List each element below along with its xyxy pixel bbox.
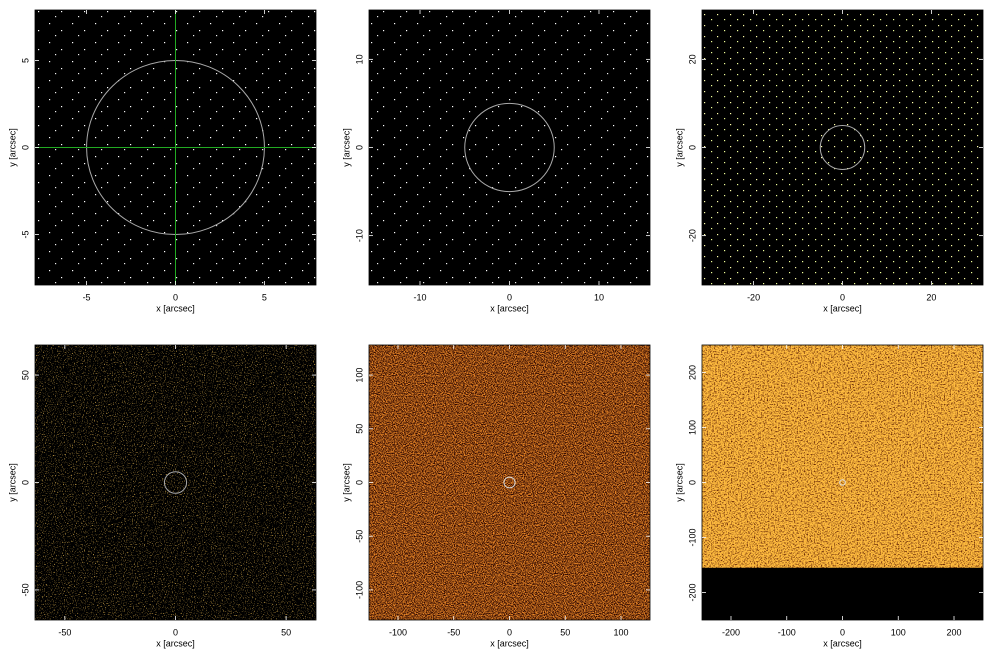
y-tick-label: 10 <box>354 54 364 64</box>
x-tick-label: -50 <box>447 627 460 637</box>
y-axis-label: y [arcsec] <box>7 128 17 167</box>
region-circle <box>503 476 516 489</box>
y-tick-label: -10 <box>354 229 364 242</box>
y-tick-label: 0 <box>687 145 697 150</box>
y-tick-label: -5 <box>20 231 30 239</box>
x-tick-label: 100 <box>891 627 906 637</box>
y-tick-label: -100 <box>354 581 364 599</box>
x-tick-label: 200 <box>946 627 961 637</box>
y-tick-label: 0 <box>20 145 30 150</box>
x-axis-label: x [arcsec] <box>490 638 529 648</box>
region-circle <box>163 471 188 494</box>
y-tick-label: 0 <box>20 480 30 485</box>
y-tick-label: -50 <box>354 530 364 543</box>
x-tick-label: 0 <box>507 627 512 637</box>
x-tick-label: -50 <box>58 627 71 637</box>
image-noise <box>369 345 650 620</box>
y-axis-label: y [arcsec] <box>341 463 351 502</box>
x-tick-label: 0 <box>173 627 178 637</box>
x-tick-label: 20 <box>926 292 936 302</box>
y-axis-label: y [arcsec] <box>341 128 351 167</box>
y-tick-label: 50 <box>20 370 30 380</box>
x-tick-label: -10 <box>414 292 427 302</box>
region-circle <box>464 102 555 193</box>
y-tick-label: 20 <box>687 54 697 64</box>
region-circle <box>819 124 866 171</box>
x-tick-label: -20 <box>747 292 760 302</box>
y-tick-label: 5 <box>20 58 30 63</box>
image-noise <box>369 10 650 285</box>
x-axis-label: x [arcsec] <box>156 303 195 313</box>
x-tick-label: -100 <box>778 627 796 637</box>
y-tick-label: 100 <box>687 420 697 435</box>
x-tick-label: 0 <box>840 292 845 302</box>
y-tick-label: 200 <box>687 365 697 380</box>
x-tick-label: 50 <box>281 627 291 637</box>
y-tick-label: 0 <box>687 480 697 485</box>
y-tick-label: 0 <box>354 145 364 150</box>
x-tick-label: 5 <box>262 292 267 302</box>
image-noise <box>35 345 316 620</box>
x-axis-label: x [arcsec] <box>823 303 862 313</box>
x-tick-label: 0 <box>840 627 845 637</box>
x-tick-label: 10 <box>594 292 604 302</box>
y-axis-label: y [arcsec] <box>674 128 684 167</box>
region-circle <box>839 479 846 486</box>
x-tick-label: 50 <box>560 627 570 637</box>
x-tick-label: 0 <box>507 292 512 302</box>
y-tick-label: 50 <box>354 424 364 434</box>
x-axis-label: x [arcsec] <box>823 638 862 648</box>
x-tick-label: -5 <box>83 292 91 302</box>
image-empty-area <box>702 567 983 620</box>
x-tick-label: 100 <box>613 627 628 637</box>
y-axis-label: y [arcsec] <box>674 463 684 502</box>
y-tick-label: -50 <box>20 583 30 596</box>
x-tick-label: 0 <box>173 292 178 302</box>
y-tick-label: -20 <box>687 229 697 242</box>
y-tick-label: 100 <box>354 368 364 383</box>
x-axis-label: x [arcsec] <box>156 638 195 648</box>
y-tick-label: -100 <box>687 528 697 546</box>
x-tick-label: -100 <box>389 627 407 637</box>
x-axis-label: x [arcsec] <box>490 303 529 313</box>
x-tick-label: -200 <box>722 627 740 637</box>
y-axis-label: y [arcsec] <box>7 463 17 502</box>
y-tick-label: 0 <box>354 480 364 485</box>
image-noise <box>702 10 983 285</box>
y-tick-label: -200 <box>687 583 697 601</box>
